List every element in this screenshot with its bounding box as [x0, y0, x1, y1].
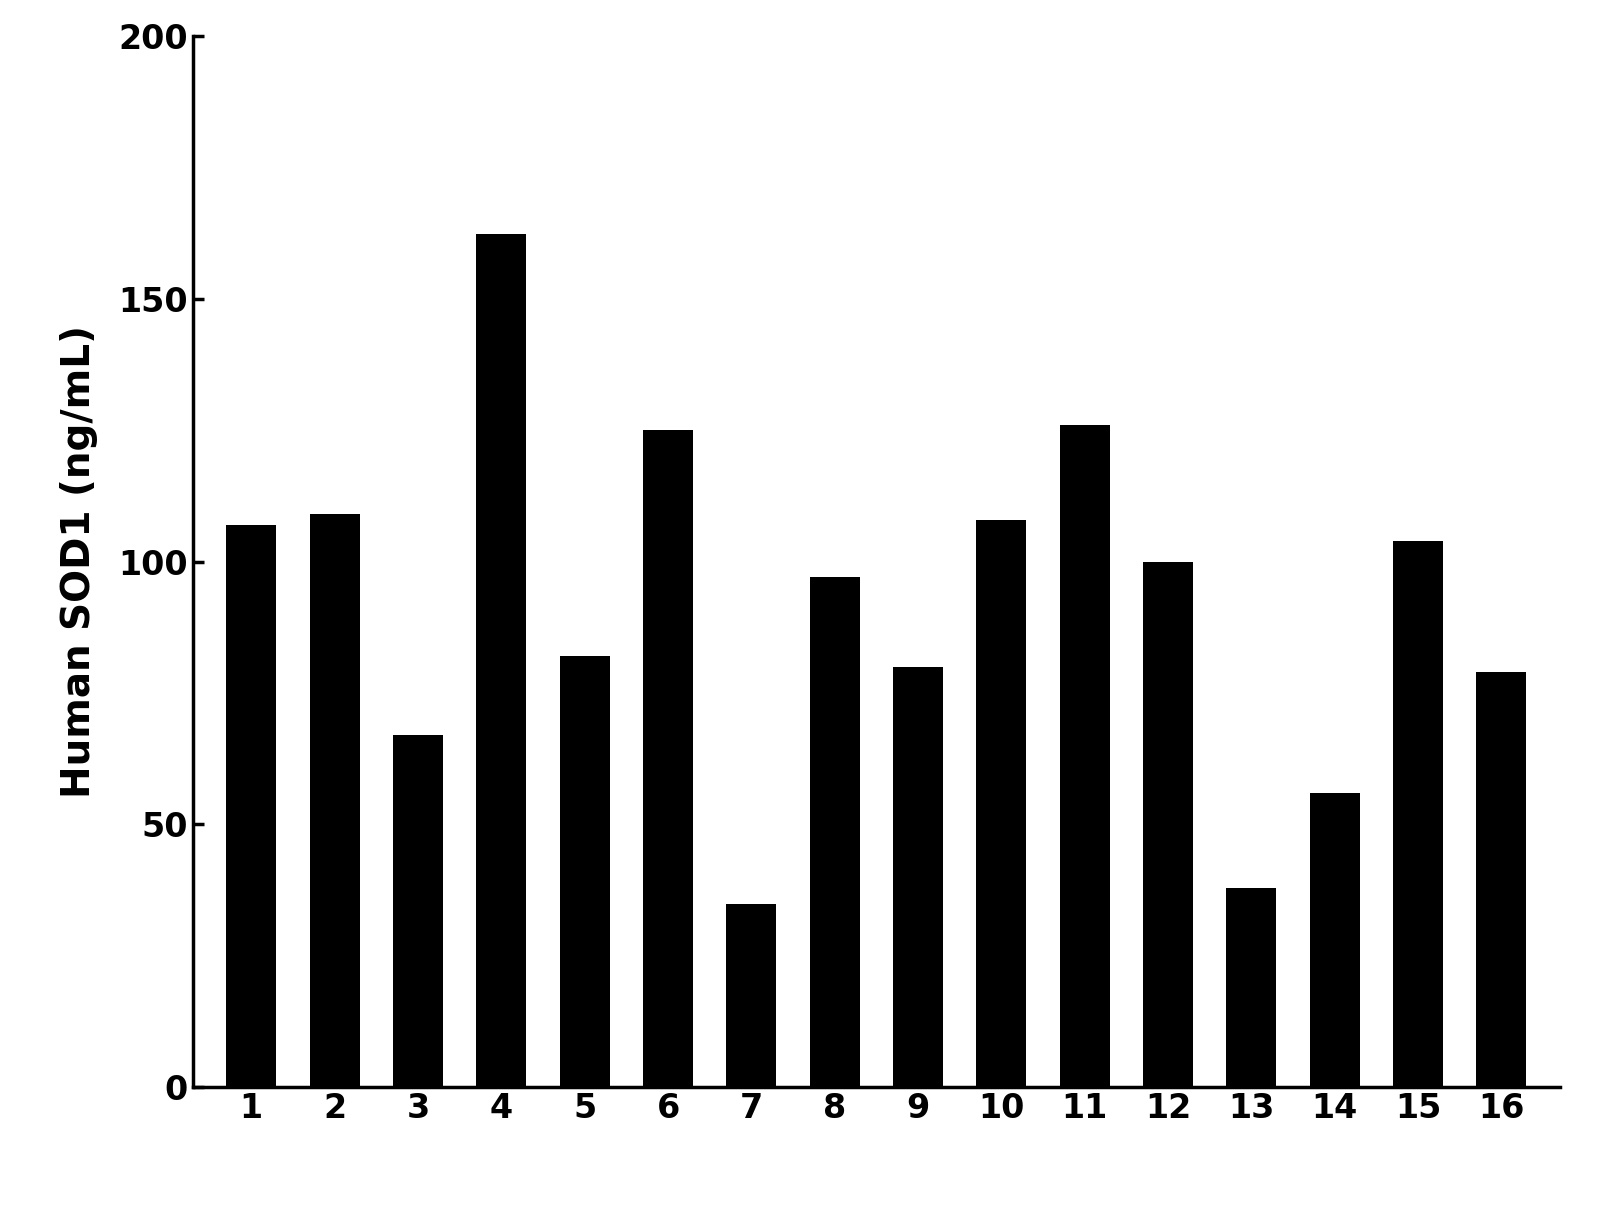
Bar [227, 525, 276, 1087]
Bar [643, 430, 693, 1087]
Bar [810, 577, 860, 1087]
Bar [392, 736, 442, 1087]
Bar [559, 656, 609, 1087]
Bar [1475, 672, 1525, 1087]
Bar [310, 515, 360, 1087]
Bar [1059, 425, 1109, 1087]
Bar [726, 905, 776, 1087]
Y-axis label: Human SOD1 (ng/mL): Human SOD1 (ng/mL) [59, 325, 98, 798]
Bar [476, 234, 525, 1087]
Bar [1143, 562, 1192, 1087]
Bar [1392, 541, 1441, 1087]
Bar [1226, 888, 1276, 1087]
Bar [975, 519, 1025, 1087]
Bar [1310, 792, 1360, 1087]
Bar [892, 667, 942, 1087]
